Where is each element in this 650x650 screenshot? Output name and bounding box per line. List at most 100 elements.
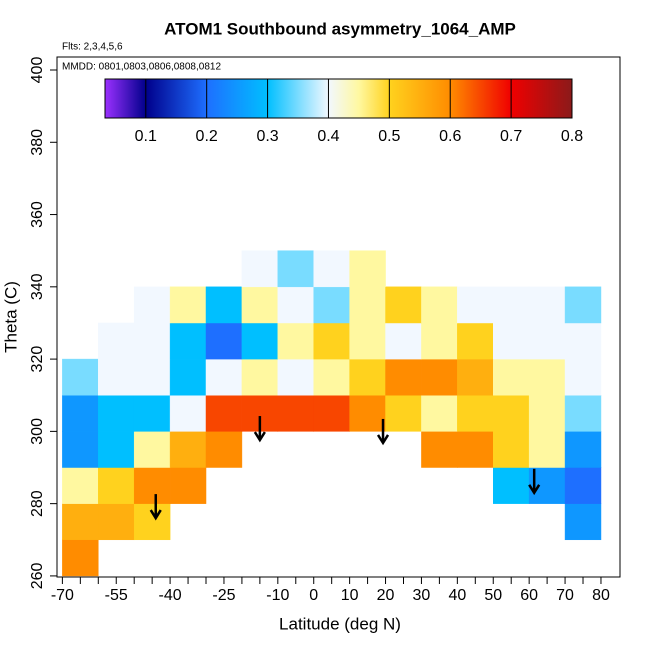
heatmap-cell: [457, 394, 494, 432]
arrow-head: [253, 431, 266, 443]
heatmap-cell: [385, 394, 422, 432]
colorbar-tick-label: 0.4: [317, 128, 339, 145]
heatmap-cell: [493, 286, 530, 324]
arrow-head: [528, 484, 541, 496]
heatmap-cell: [313, 322, 350, 360]
x-tick-label: 10: [341, 587, 359, 604]
heatmap-cell: [133, 286, 171, 324]
heatmap-cell: [313, 358, 350, 396]
heatmap-cell: [564, 286, 602, 324]
heatmap-cell: [241, 250, 279, 288]
heatmap-cell: [421, 286, 458, 324]
heatmap-cell: [169, 322, 207, 360]
heatmap-cell: [457, 286, 494, 324]
heatmap-cell: [385, 358, 422, 396]
annotation: MMDD: 0801,0803,0806,0808,0812: [62, 62, 221, 73]
colorbar-tick-label: 0.7: [500, 128, 522, 145]
heatmap-cell: [205, 431, 243, 468]
heatmap-cell: [277, 286, 314, 324]
heatmap-cell: [241, 286, 279, 324]
heatmap-cell: [313, 394, 350, 432]
heatmap-cell: [313, 250, 350, 288]
x-tick-label: 40: [448, 587, 466, 604]
heatmap-cell: [169, 286, 207, 324]
heatmap-cell: [98, 503, 135, 541]
x-tick-label: -40: [159, 587, 182, 604]
heatmap-cell: [169, 467, 207, 504]
heatmap-cell: [277, 250, 314, 288]
heatmap-cell: [62, 358, 99, 396]
heatmap-cell: [205, 358, 243, 396]
arrow: [528, 468, 541, 496]
heatmap-cell: [241, 358, 279, 396]
heatmap-cell: [528, 322, 566, 360]
heatmap-cell: [205, 286, 243, 324]
heatmap-cell: [421, 358, 458, 396]
heatmap-cell: [457, 431, 494, 468]
chart-title: ATOM1 Southbound asymmetry_1064_AMP: [164, 19, 516, 38]
colorbar-tick-label: 0.1: [135, 128, 157, 145]
heatmap-cell: [528, 394, 566, 432]
heatmap-cell: [349, 358, 386, 396]
heatmap-cell: [421, 431, 458, 468]
heatmap-cell: [493, 394, 530, 432]
heatmap-cell: [62, 467, 99, 504]
x-tick-label: 60: [520, 587, 538, 604]
heatmap-cell: [385, 286, 422, 324]
y-tick-label: 360: [29, 201, 46, 228]
heatmap-cell: [493, 358, 530, 396]
colorbar-tick-label: 0.6: [439, 128, 461, 145]
heatmap-cell: [205, 322, 243, 360]
heatmap-cell: [564, 358, 602, 396]
x-tick-label: 20: [377, 587, 395, 604]
heatmap-cell: [169, 431, 207, 468]
heatmap-cell: [349, 322, 386, 360]
x-axis-label: Latitude (deg N): [279, 614, 401, 633]
colorbar: [104, 78, 573, 119]
heatmap-cell: [133, 322, 171, 360]
heatmap-cell: [349, 286, 386, 324]
heatmap-cell: [457, 322, 494, 360]
heatmap-cell: [241, 322, 279, 360]
heatmap-cell: [385, 322, 422, 360]
heatmap-cell: [564, 503, 602, 541]
heatmap-cell: [421, 322, 458, 360]
arrow-head: [376, 434, 390, 446]
heatmap-cell: [564, 431, 602, 468]
heatmap-cell: [205, 394, 243, 432]
heatmap-cell: [564, 467, 602, 504]
heatmap-cell: [133, 431, 171, 468]
y-tick-label: 380: [29, 129, 46, 156]
x-tick-label: 30: [413, 587, 431, 604]
plot-frame: [56, 56, 621, 578]
heatmap-cell: [528, 431, 566, 468]
colorbar-tick-label: 0.2: [196, 128, 218, 145]
y-tick-label: 340: [29, 273, 46, 300]
arrow: [149, 494, 162, 521]
subtitle: Flts: 2,3,4,5,6: [62, 42, 123, 53]
y-tick-label: 320: [29, 346, 46, 373]
y-tick-label: 300: [29, 418, 46, 445]
heatmap-cell: [62, 394, 99, 432]
heatmap-cell: [62, 539, 99, 577]
heatmap-cell: [277, 322, 314, 360]
y-tick-label: 260: [29, 562, 46, 589]
heatmap-cell: [349, 250, 386, 288]
heatmap-cell: [133, 503, 171, 541]
heatmap-cell: [564, 394, 602, 432]
colorbar-tick-label: 0.8: [561, 128, 583, 145]
x-tick-label: -70: [51, 587, 74, 604]
heatmap-cell: [528, 286, 566, 324]
heatmap-cell: [277, 358, 314, 396]
arrow: [376, 418, 390, 446]
arrow-head: [149, 509, 162, 521]
y-axis-label: Theta (C): [1, 281, 20, 353]
heatmap-cell: [98, 467, 135, 504]
heatmap-cell: [62, 431, 99, 468]
y-tick-label: 400: [29, 57, 46, 84]
heatmap-cell: [98, 431, 135, 468]
heatmap-cell: [133, 394, 171, 432]
x-tick-label: 70: [556, 587, 574, 604]
arrow: [253, 416, 266, 443]
heatmap-cell: [133, 467, 171, 504]
